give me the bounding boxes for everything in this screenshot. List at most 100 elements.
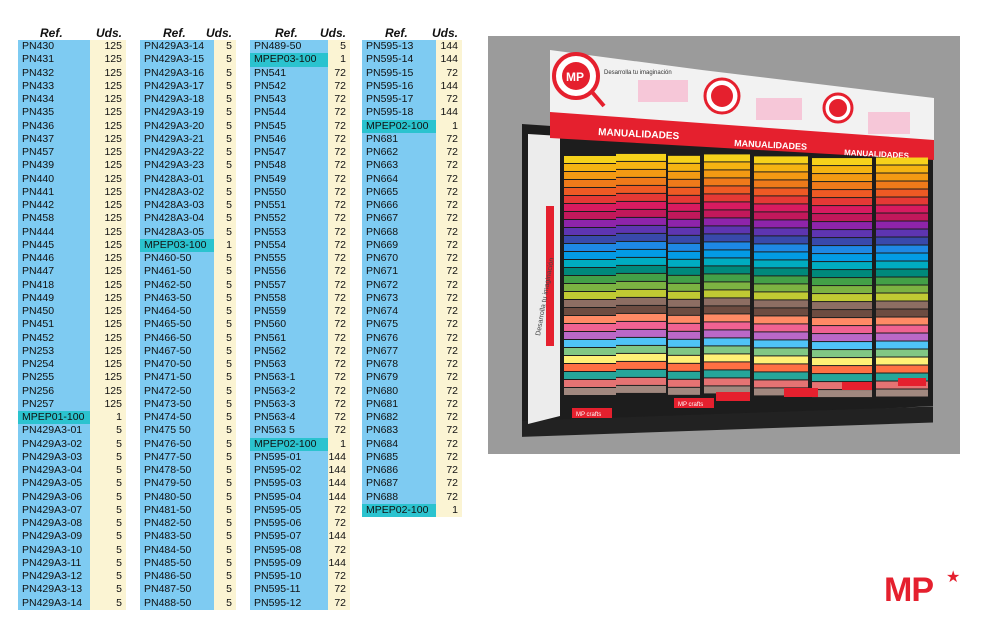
table-row: PN431 125 <box>18 53 126 67</box>
table-row: PN683 72 <box>362 424 462 438</box>
paper-stack <box>704 194 750 202</box>
table-row: PN447 125 <box>18 265 126 279</box>
uds-cell: 5 <box>214 450 236 464</box>
uds-cell: 5 <box>214 331 236 345</box>
paper-stack <box>704 274 750 282</box>
paper-stack <box>616 297 666 305</box>
paper-stack <box>704 258 750 266</box>
shelf-label-6 <box>898 378 926 386</box>
ref-cell: PN475 50 <box>140 424 214 438</box>
slogan-1: Desarrolla tu imaginación <box>604 70 672 76</box>
ref-cell: PN675 <box>362 318 436 332</box>
paper-stack <box>616 161 666 169</box>
ref-cell: PN449 <box>18 291 90 305</box>
uds-cell: 5 <box>214 358 236 372</box>
table-row: MPEP02-100 1 <box>250 437 350 451</box>
uds-cell: 72 <box>436 397 462 411</box>
table-row: PN429A3-01 5 <box>18 424 126 438</box>
paper-stack <box>704 186 750 194</box>
table-row: PN433 125 <box>18 79 126 93</box>
paper-stack <box>564 164 616 171</box>
ref-cell: PN480-50 <box>140 490 214 504</box>
uds-cell: 5 <box>90 556 126 570</box>
ref-cell: PN470-50 <box>140 358 214 372</box>
ref-cell: PN429A3-13 <box>18 583 90 597</box>
paper-stack <box>812 278 872 286</box>
paper-stack <box>754 292 808 300</box>
uds-cell: 72 <box>436 477 462 491</box>
uds-cell: 72 <box>328 503 350 517</box>
table-row: PN595-05 72 <box>250 503 350 517</box>
ref-cell: PN680 <box>362 384 436 398</box>
paper-stack <box>564 260 616 267</box>
ref-cell: PN473-50 <box>140 397 214 411</box>
table-row: PN595-02 144 <box>250 464 350 478</box>
paper-stack <box>564 220 616 227</box>
table-row: PN441 125 <box>18 185 126 199</box>
uds-cell: 72 <box>436 291 462 305</box>
ref-cell: PN563-1 <box>250 371 328 385</box>
paper-stack <box>616 273 666 281</box>
uds-cell: 125 <box>90 212 126 226</box>
table-row: PN429A3-19 5 <box>140 106 236 120</box>
ref-cell: MPEP03-100 <box>250 53 328 67</box>
paper-stack <box>754 284 808 292</box>
paper-stack <box>668 387 700 395</box>
ref-cell: PN559 <box>250 305 328 319</box>
ref-cell: PN437 <box>18 132 90 146</box>
uds-cell: 72 <box>436 464 462 478</box>
ref-cell: PN429A3-10 <box>18 543 90 557</box>
paper-stack <box>704 282 750 290</box>
ref-cell: PN481-50 <box>140 503 214 517</box>
table-row: PN667 72 <box>362 212 462 226</box>
ref-cell: PN428A3-01 <box>140 172 214 186</box>
uds-cell: 5 <box>90 596 126 610</box>
ref-cell: PN464-50 <box>140 305 214 319</box>
uds-cell: 125 <box>90 40 126 54</box>
table-row: MPEP01-100 1 <box>18 411 126 425</box>
uds-cell: 72 <box>436 212 462 226</box>
uds-cell: 5 <box>214 384 236 398</box>
ref-cell: PN429A3-03 <box>18 450 90 464</box>
uds-cell: 125 <box>90 106 126 120</box>
paper-stack <box>564 332 616 339</box>
ref-cell: PN429A3-17 <box>140 79 214 93</box>
paper-stack <box>704 314 750 322</box>
mp-badge-1-inner <box>562 62 590 90</box>
uds-cell: 144 <box>328 450 350 464</box>
uds-cell: 72 <box>328 305 350 319</box>
paper-stack <box>564 348 616 355</box>
ref-cell: PN595-03 <box>250 477 328 491</box>
paper-stack <box>876 357 928 365</box>
ref-cell: PN543 <box>250 93 328 107</box>
paper-stack <box>564 244 616 251</box>
uds-cell: 144 <box>328 490 350 504</box>
paper-stack <box>704 290 750 298</box>
paper-stack <box>704 330 750 338</box>
ref-cell: PN677 <box>362 344 436 358</box>
uds-cell: 72 <box>436 225 462 239</box>
uds-cell: 5 <box>214 40 236 54</box>
paper-stack <box>564 324 616 331</box>
uds-cell: 125 <box>90 172 126 186</box>
uds-cell: 72 <box>328 146 350 160</box>
table-row: PN477-50 5 <box>140 450 236 464</box>
ref-cell: PN467-50 <box>140 344 214 358</box>
uds-cell: 125 <box>90 331 126 345</box>
ref-cell: PN446 <box>18 252 90 266</box>
ref-cell: PN429A3-11 <box>18 556 90 570</box>
table-row: PN478-50 5 <box>140 464 236 478</box>
ref-cell: PN428A3-05 <box>140 225 214 239</box>
uds-cell: 72 <box>328 106 350 120</box>
table-row: PN485-50 5 <box>140 556 236 570</box>
mp-logo-text: MP <box>884 571 934 609</box>
paper-stack <box>876 237 928 245</box>
table-row: PN429A3-07 5 <box>18 503 126 517</box>
paper-stack <box>876 317 928 325</box>
paper-stack <box>812 326 872 334</box>
table-row: PN428A3-05 5 <box>140 225 236 239</box>
table-row: PN462-50 5 <box>140 278 236 292</box>
uds-cell: 72 <box>436 146 462 160</box>
uds-cell: 72 <box>436 265 462 279</box>
table-row: PN488-50 5 <box>140 596 236 610</box>
